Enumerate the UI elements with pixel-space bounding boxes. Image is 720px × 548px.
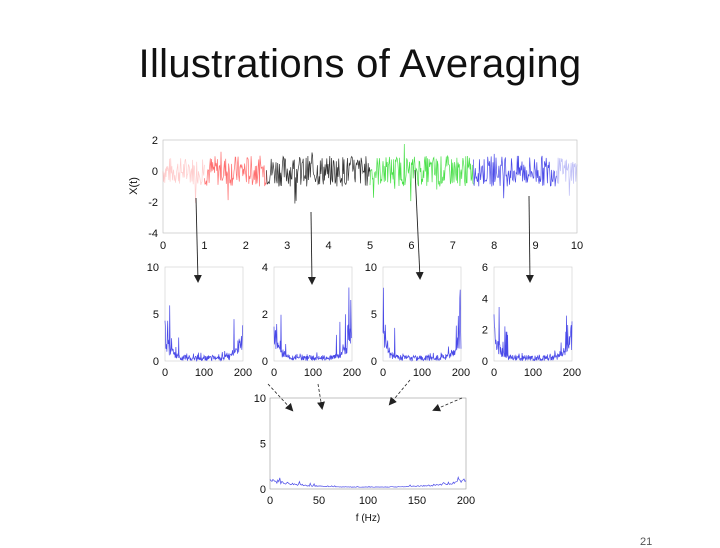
time-x-tick-label: 2	[243, 240, 249, 252]
arrow-average-4	[432, 397, 463, 412]
averaged-x-ticks: 0 50 100 150 200	[267, 495, 475, 507]
spectrum-y-tick-label: 4	[482, 293, 488, 305]
spectrum-x-tick-label: 200	[343, 367, 361, 379]
spectrum-4-trace	[493, 306, 573, 362]
time-tail-trace	[555, 157, 578, 196]
time-segment-trace-1	[204, 151, 267, 201]
time-segment-trace-4	[473, 153, 557, 199]
spectrum-y-tick-label: 10	[365, 262, 377, 274]
spectrum-frame-4	[493, 266, 573, 362]
averaged-x-tick-label: 0	[267, 495, 273, 507]
averaged-spectrum-trace	[269, 475, 467, 488]
spectrum-y-tick-label: 5	[371, 309, 377, 321]
averaged-y-ticks: 10 5 0	[254, 393, 266, 496]
time-signal-plot: 0 1 2 3 4 5 6 7 8 9 10 2 0 -2 -4 X(t)	[128, 135, 583, 252]
time-y-tick-label: -4	[148, 228, 158, 240]
averaged-xlabel: f (Hz)	[356, 513, 380, 524]
time-x-tick-label: 4	[326, 240, 332, 252]
spectrum-y-tick-label: 2	[262, 309, 268, 321]
time-x-tick-label: 3	[284, 240, 290, 252]
spectrum-x-tick-label: 200	[452, 367, 470, 379]
spectrum-x-tick-label: 0	[271, 367, 277, 379]
spectrum-x-tick-label: 200	[234, 367, 252, 379]
time-x-tick-label: 5	[367, 240, 373, 252]
spectrum-x-tick-label: 0	[491, 367, 497, 379]
time-x-ticks: 0 1 2 3 4 5 6 7 8 9 10	[160, 240, 583, 252]
arrow-segment-1	[193, 197, 202, 283]
arrow-average-3	[388, 379, 411, 406]
arrow-average-2	[317, 383, 325, 410]
spectrum-3-trace	[382, 287, 462, 362]
time-ylabel: X(t)	[128, 177, 140, 195]
time-plot-frame	[162, 139, 578, 234]
time-x-tick-label: 8	[491, 240, 497, 252]
time-lead-trace	[162, 158, 205, 203]
spectrum-x-tick-label: 200	[563, 367, 581, 379]
time-y-tick-label: -2	[148, 197, 158, 209]
time-segment-trace-3	[369, 143, 474, 202]
averaged-x-tick-label: 200	[457, 495, 475, 507]
spectrum-plot-3: 0 100 200 10 5 0	[365, 262, 470, 379]
spectrum-y-tick-label: 0	[371, 356, 377, 368]
time-x-tick-label: 0	[160, 240, 166, 252]
spectrum-y-tick-label: 2	[482, 325, 488, 337]
time-x-tick-label: 6	[408, 240, 414, 252]
spectrum-x-tick-label: 0	[380, 367, 386, 379]
arrow-segment-3	[414, 169, 424, 280]
time-signal-wave	[162, 143, 578, 204]
spectrum-y-tick-label: 6	[482, 262, 488, 274]
averaged-y-tick-label: 0	[260, 484, 266, 496]
time-x-tick-label: 7	[450, 240, 456, 252]
time-segment-trace-2	[266, 152, 371, 204]
spectrum-y-tick-label: 0	[482, 356, 488, 368]
averaged-x-tick-label: 50	[313, 495, 325, 507]
time-x-tick-label: 1	[201, 240, 207, 252]
spectrum-plot-4: 0 100 200 6 4 2 0	[482, 262, 581, 379]
arrow-average-1	[267, 383, 294, 412]
time-y-tick-label: 0	[152, 166, 158, 178]
spectrum-x-tick-label: 100	[524, 367, 542, 379]
spectrum-x-tick-label: 100	[413, 367, 431, 379]
spectrum-frame-2	[273, 266, 353, 362]
averaged-plot-frame	[269, 397, 467, 490]
averaged-trace	[269, 475, 467, 488]
spectrum-x-tick-label: 100	[195, 367, 213, 379]
time-x-tick-label: 10	[571, 240, 583, 252]
spectrum-plot-1: 0 100 200 10 5 0	[147, 262, 252, 379]
averaged-y-tick-label: 10	[254, 393, 266, 405]
spectrum-plot-2: 0 100 200 4 2 0	[262, 262, 361, 379]
spectrum-1-trace	[164, 305, 244, 362]
spectrum-y-tick-label: 5	[153, 309, 159, 321]
slide-number: 21	[640, 536, 653, 548]
arrow-segment-2	[307, 211, 316, 285]
averaged-x-tick-label: 100	[359, 495, 377, 507]
spectrum-frame-1	[164, 266, 244, 362]
spectrum-y-tick-label: 4	[262, 262, 268, 274]
averaged-x-tick-label: 150	[408, 495, 426, 507]
spectrum-y-tick-label: 0	[262, 356, 268, 368]
arrow-segment-4	[525, 195, 534, 283]
spectrum-x-tick-label: 100	[304, 367, 322, 379]
averaged-y-tick-label: 5	[260, 439, 266, 451]
spectrum-y-tick-label: 10	[147, 262, 159, 274]
spectrum-to-average-arrows	[267, 379, 463, 412]
spectrum-x-tick-label: 0	[162, 367, 168, 379]
spectrum-y-tick-label: 0	[153, 356, 159, 368]
time-x-tick-label: 9	[533, 240, 539, 252]
spectrum-2-trace	[273, 287, 353, 361]
segment-to-spectrum-arrows	[193, 169, 534, 285]
slide-title: Illustrations of Averaging	[138, 42, 582, 86]
time-y-tick-label: 2	[152, 135, 158, 147]
time-y-ticks: 2 0 -2 -4	[148, 135, 158, 240]
